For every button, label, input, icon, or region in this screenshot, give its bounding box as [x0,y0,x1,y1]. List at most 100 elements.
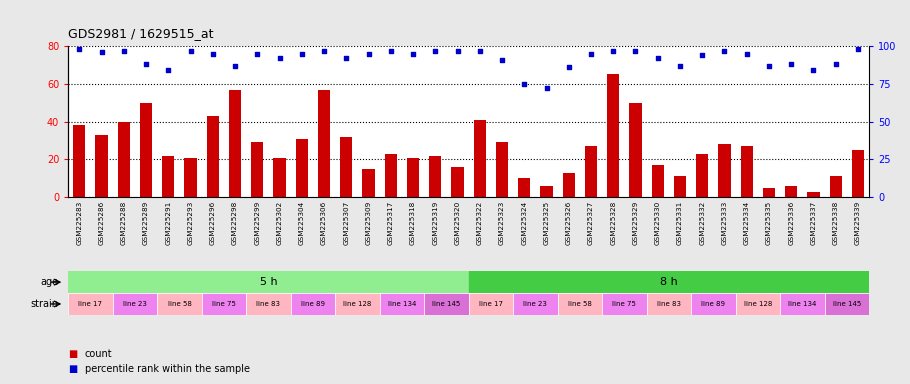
Bar [830,177,842,197]
Text: line 83: line 83 [657,301,681,307]
Text: percentile rank within the sample: percentile rank within the sample [85,364,249,374]
Bar [362,169,375,197]
Point [72,46,86,52]
Bar [247,293,290,315]
Point [116,48,131,54]
Text: GSM225326: GSM225326 [566,201,571,245]
Text: line 89: line 89 [301,301,325,307]
Text: GSM225309: GSM225309 [366,201,371,245]
Point [583,51,598,57]
Text: GSM225324: GSM225324 [521,201,527,245]
Bar [513,293,558,315]
Text: line 17: line 17 [479,301,503,307]
Bar [251,142,264,197]
Point [206,51,220,57]
Bar [162,156,175,197]
Text: line 23: line 23 [523,301,547,307]
Bar [335,293,379,315]
Point [672,63,687,69]
Text: GSM225302: GSM225302 [277,201,283,245]
Text: GSM225335: GSM225335 [766,201,772,245]
Text: GSM225322: GSM225322 [477,201,483,245]
Point [250,51,265,57]
Bar [273,157,286,197]
Text: GSM225291: GSM225291 [166,201,171,245]
Bar [696,154,708,197]
Bar [96,135,107,197]
Text: GSM225323: GSM225323 [499,201,505,245]
Point [695,52,710,58]
Bar [741,146,753,197]
Bar [207,116,219,197]
Text: GSM225289: GSM225289 [143,201,149,245]
Bar [185,157,197,197]
Bar [469,293,513,315]
Bar [585,146,597,197]
Text: line 75: line 75 [612,301,636,307]
Text: GSM225299: GSM225299 [254,201,260,245]
Text: line 75: line 75 [212,301,236,307]
Point [628,48,642,54]
Bar [718,144,731,197]
Bar [541,186,552,197]
Text: line 89: line 89 [702,301,725,307]
Bar [518,179,531,197]
Bar [424,293,469,315]
Point [161,67,176,73]
Text: GSM225288: GSM225288 [121,201,126,245]
Bar [318,89,330,197]
Bar [68,271,469,293]
Text: strain: strain [31,299,58,309]
Text: line 17: line 17 [78,301,103,307]
Point [651,55,665,61]
Bar [68,293,113,315]
Bar [630,103,642,197]
Point [228,63,242,69]
Text: line 134: line 134 [388,301,416,307]
Text: GSM225304: GSM225304 [298,201,305,245]
Text: GDS2981 / 1629515_at: GDS2981 / 1629515_at [68,27,214,40]
Text: GSM225337: GSM225337 [811,201,816,245]
Point [183,48,197,54]
Point [606,48,621,54]
Bar [496,142,508,197]
Point [517,81,531,87]
Text: count: count [85,349,112,359]
Text: GSM225336: GSM225336 [788,201,794,245]
Bar [229,89,241,197]
Text: GSM225317: GSM225317 [388,201,394,245]
Bar [473,120,486,197]
Point [561,64,576,70]
Point [450,48,465,54]
Text: GSM225328: GSM225328 [611,201,616,245]
Bar [290,293,335,315]
Bar [202,293,247,315]
Text: GSM225319: GSM225319 [432,201,439,245]
Bar [735,293,780,315]
Bar [157,293,202,315]
Point [383,48,398,54]
Text: line 128: line 128 [343,301,371,307]
Point [272,55,287,61]
Bar [652,165,664,197]
Point [317,48,331,54]
Point [784,61,798,67]
Text: GSM225298: GSM225298 [232,201,238,245]
Text: 8 h: 8 h [660,277,678,287]
Point [762,63,776,69]
Bar [430,156,441,197]
Text: line 128: line 128 [743,301,772,307]
Point [361,51,376,57]
Point [472,48,487,54]
Point [740,51,754,57]
Bar [296,139,308,197]
Text: GSM225296: GSM225296 [210,201,216,245]
Text: GSM225330: GSM225330 [654,201,661,245]
Point [139,61,154,67]
Bar [558,293,602,315]
Bar [562,173,575,197]
Bar [824,293,869,315]
Text: GSM225325: GSM225325 [543,201,550,245]
Text: GSM225333: GSM225333 [722,201,727,245]
Text: GSM225318: GSM225318 [410,201,416,245]
